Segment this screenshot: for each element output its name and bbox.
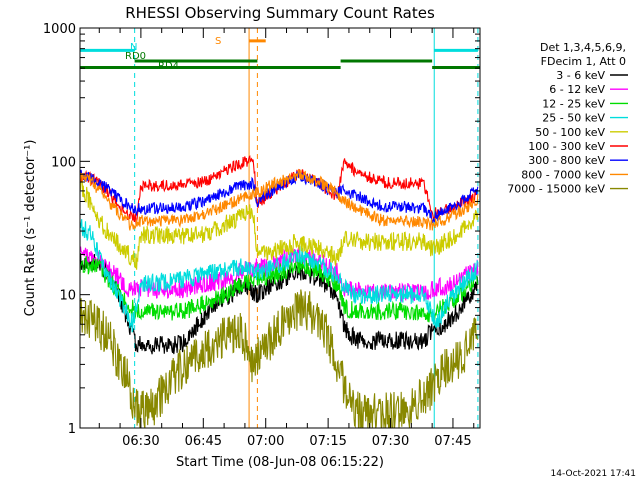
series-line: [79, 169, 479, 225]
series-line: [79, 256, 479, 323]
y-tick-label: 10: [59, 289, 76, 304]
flag-bar-label: RD4: [158, 61, 179, 72]
legend-entry-label: 12 - 25 keV: [542, 97, 605, 110]
series-line: [79, 177, 479, 270]
footer-timestamp: 14-Oct-2021 17:41: [551, 469, 636, 479]
y-axis-title: Count Rate (s⁻¹ detector⁻¹): [23, 140, 38, 317]
x-axis-title: Start Time (08-Jun-08 06:15:22): [176, 455, 384, 470]
series-line: [79, 289, 479, 429]
legend-entry-label: 3 - 6 keV: [556, 69, 605, 82]
legend: Det 1,3,4,5,6,9,FDecim 1, Att 03 - 6 keV…: [507, 41, 628, 196]
series-line: [79, 168, 479, 231]
flag-layer: N S RD0 RD4: [80, 36, 480, 72]
axis-layer: 1 10 100 1000 06:30 06:45 07:00 07:15 07:30 07:45: [43, 22, 480, 449]
y-tick-label: 1000: [43, 22, 76, 37]
x-tick-label: 06:30: [122, 434, 159, 449]
legend-entry-label: 50 - 100 keV: [535, 126, 605, 139]
legend-entry-label: 25 - 50 keV: [542, 112, 605, 125]
y-tick-label: 100: [51, 155, 76, 170]
legend-entry-label: 300 - 800 keV: [528, 154, 605, 167]
plot-frame: [79, 27, 481, 429]
legend-entry-label: 100 - 300 keV: [528, 140, 605, 153]
flag-bar-label: RD0: [125, 51, 146, 62]
flag-bar-label: N: [130, 42, 137, 53]
series-line: [79, 253, 479, 355]
legend-entry-label: 800 - 7000 keV: [521, 168, 605, 181]
x-tick-label: 07:30: [372, 434, 409, 449]
series-line: [79, 219, 479, 333]
chart-title: RHESSI Observing Summary Count Rates: [125, 4, 435, 22]
x-tick-label: 07:15: [309, 434, 346, 449]
legend-header-line: FDecim 1, Att 0: [541, 55, 626, 68]
x-tick-label: 06:45: [185, 434, 222, 449]
x-tick-label: 07:00: [247, 434, 284, 449]
legend-entry-label: 7000 - 15000 keV: [507, 183, 605, 196]
flag-bar-label: S: [215, 36, 221, 47]
y-tick-label: 1: [68, 422, 76, 437]
x-tick-label: 07:45: [434, 434, 471, 449]
legend-header-line: Det 1,3,4,5,6,9,: [540, 41, 626, 54]
legend-entry-label: 6 - 12 keV: [549, 83, 605, 96]
series-layer: [79, 155, 479, 429]
